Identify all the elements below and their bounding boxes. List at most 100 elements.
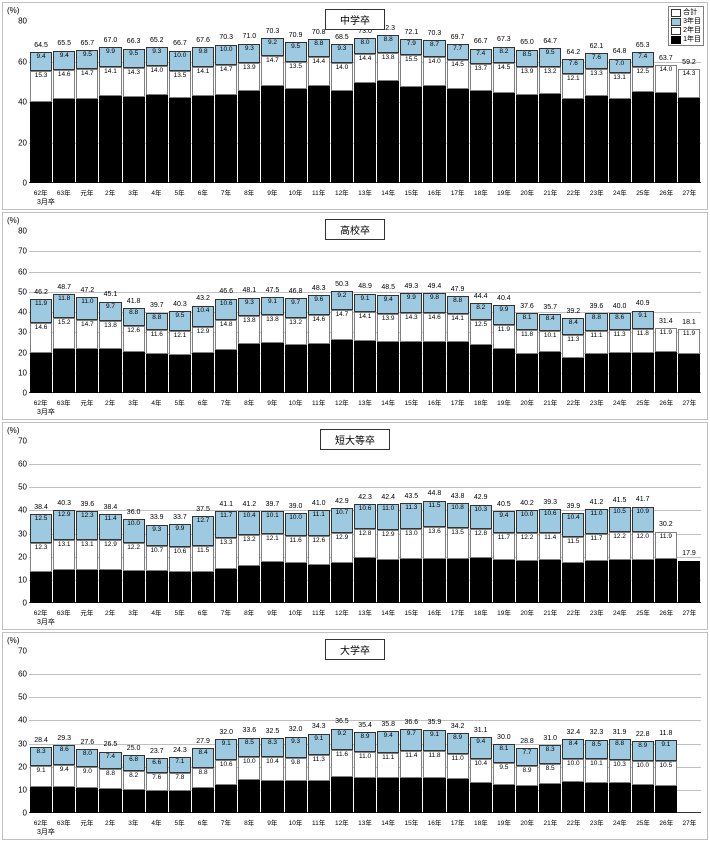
bar-column: 40.210.012.218.0 <box>516 441 538 603</box>
x-tick-label: 11年 <box>307 185 330 209</box>
segment-value-label: 9.5 <box>170 313 190 320</box>
segment-value-label: 12.8 <box>355 531 375 538</box>
bar-segment-y2: 12.9 <box>331 533 353 563</box>
y-tick-label: 50 <box>11 483 27 492</box>
segment-value-label: 7.1 <box>170 759 190 766</box>
bar-segment-y3: 9.8 <box>192 47 214 67</box>
bar-column: 37.512.711.513.2 <box>192 441 214 603</box>
segment-value-label: 6.8 <box>124 757 144 764</box>
bar-column: 24.37.17.89.4 <box>169 651 191 813</box>
bar-column: 36.59.211.615.7 <box>331 651 353 813</box>
total-value-label: 43.8 <box>447 493 469 500</box>
bar-segment-y1: 14.2 <box>99 570 121 603</box>
segment-value-label: 10.7 <box>332 510 352 517</box>
total-value-label: 67.3 <box>493 36 515 43</box>
y-tick-label: 0 <box>11 179 27 188</box>
segment-value-label: 8.8 <box>586 315 606 322</box>
x-tick-label: 15年 <box>400 185 423 209</box>
bar-segment-y3: 9.3 <box>238 298 260 317</box>
bar-segment-y2: 14.3 <box>678 69 700 98</box>
x-tick-label: 18年 <box>469 395 492 419</box>
segment-value-label: 9.4 <box>31 54 51 61</box>
bar-segment-y3: 9.9 <box>493 305 515 325</box>
segment-value-label: 12.1 <box>262 536 282 543</box>
segment-value-label: 11.9 <box>31 301 51 308</box>
segment-value-label: 10.5 <box>656 763 676 770</box>
segment-value-label: 8.2 <box>124 773 144 780</box>
bar-column: 11.89.110.511.8 <box>655 651 677 813</box>
segment-value-label: 13.2 <box>540 69 560 76</box>
x-tick-label: 19年 <box>492 605 515 629</box>
bar-segment-y2: 9.5 <box>493 763 515 785</box>
bar-segment-y3: 8.0 <box>354 38 376 54</box>
total-value-label: 48.9 <box>354 283 376 290</box>
x-tick-label: 16年 <box>423 185 446 209</box>
segment-value-label: 12.5 <box>31 516 51 523</box>
bar-segment-y2: 10.5 <box>655 761 677 785</box>
segment-value-label: 9.2 <box>262 40 282 47</box>
bar-column: 30.08.19.512.2 <box>493 651 515 813</box>
bar-segment-y2: 10.4 <box>470 759 492 783</box>
bar-segment-y1: 45.4 <box>331 91 353 183</box>
total-value-label: 40.2 <box>516 500 538 507</box>
total-value-label: 33.9 <box>146 514 168 521</box>
bar-segment-y1: 11.1 <box>30 787 52 813</box>
segment-value-label: 13.9 <box>378 316 398 323</box>
segment-value-label: 13.5 <box>286 64 306 71</box>
segment-value-label: 12.9 <box>332 535 352 542</box>
total-value-label: 38.4 <box>30 504 52 511</box>
bar-segment-y2: 12.1 <box>261 534 283 562</box>
segment-value-label: 8.9 <box>517 768 537 775</box>
total-value-label: 40.3 <box>169 301 191 308</box>
bar-segment-y3: 11.0 <box>585 509 607 534</box>
bar-segment-y3: 9.9 <box>169 524 191 547</box>
segment-value-label: 8.7 <box>424 42 444 49</box>
x-axis-sublabel: 3月卒 <box>37 617 55 627</box>
bar-segment-y1: 21.2 <box>215 350 237 393</box>
bar-segment-y1: 41.9 <box>169 98 191 183</box>
bar-column: 66.39.514.342.6 <box>123 21 145 183</box>
bar-segment-y1: 13.9 <box>285 781 307 813</box>
x-tick-label: 18年 <box>469 605 492 629</box>
x-tick-label: 10年 <box>284 395 307 419</box>
segment-value-label: 11.3 <box>563 337 583 344</box>
total-value-label: 17.9 <box>678 550 700 557</box>
segment-value-label: 13.0 <box>401 531 421 538</box>
total-value-label: 66.7 <box>169 40 191 47</box>
segment-value-label: 15.5 <box>401 57 421 64</box>
bar-segment-y3: 7.6 <box>562 59 584 74</box>
x-tick-label: 12年 <box>330 185 353 209</box>
segment-value-label: 8.8 <box>610 741 630 748</box>
bar-column: 37.68.111.819.5 <box>516 231 538 393</box>
bar-column: 64.59.415.339.8 <box>30 21 52 183</box>
total-value-label: 35.8 <box>377 721 399 728</box>
bar-column: 66.77.413.745.3 <box>470 21 492 183</box>
bar-segment-y2: 11.4 <box>400 751 422 777</box>
bar-segment-y2: 12.2 <box>516 533 538 561</box>
segment-value-label: 9.1 <box>262 299 282 306</box>
bar-segment-y2: 13.0 <box>400 529 422 559</box>
segment-value-label: 9.9 <box>100 49 120 56</box>
bar-segment-y1: 23.8 <box>470 345 492 393</box>
bar-segment-y1: 10.7 <box>192 788 214 813</box>
x-tick-label: 24年 <box>608 605 631 629</box>
bar-segment-y2: 14.3 <box>123 68 145 97</box>
segment-value-label: 10.0 <box>239 759 259 766</box>
segment-value-label: 12.2 <box>124 545 144 552</box>
segment-value-label: 9.9 <box>494 307 514 314</box>
segment-value-label: 13.5 <box>170 73 190 80</box>
bar-segment-y1: 18.9 <box>400 559 422 603</box>
bar-column: 66.710.013.541.9 <box>169 21 191 183</box>
segment-value-label: 9.3 <box>239 46 259 53</box>
bar-segment-y1: 23.8 <box>285 345 307 393</box>
bar-segment-y3: 8.5 <box>585 740 607 760</box>
bar-column: 33.99.310.713.9 <box>146 441 168 603</box>
x-tick-label: 26年 <box>655 605 678 629</box>
segment-value-label: 13.2 <box>239 537 259 544</box>
bar-column: 65.79.514.741.5 <box>76 21 98 183</box>
bar-segment-y1: 42.0 <box>678 98 700 183</box>
total-value-label: 49.4 <box>423 283 445 290</box>
bar-column: 65.08.513.943.5 <box>516 21 538 183</box>
segment-value-label: 11.5 <box>563 539 583 546</box>
segment-value-label: 12.5 <box>633 69 653 76</box>
